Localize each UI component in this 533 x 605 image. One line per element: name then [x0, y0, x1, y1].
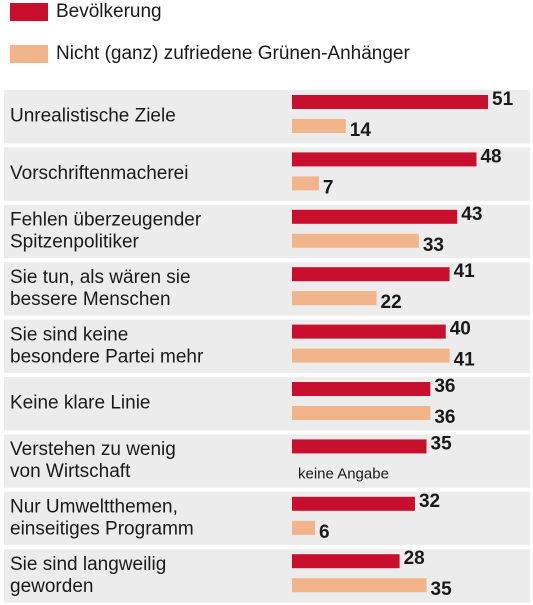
bar [292, 439, 427, 454]
value-label: 41 [454, 261, 476, 282]
bar [292, 233, 419, 248]
category-label: Verstehen zu wenig von Wirtschaft [10, 439, 176, 482]
legend-label: Nicht (ganz) zufriedene Grünen-Anhänger [56, 43, 410, 64]
value-label: 48 [480, 146, 501, 167]
legend-swatch [10, 45, 48, 63]
row-band [4, 549, 530, 603]
value-label: 40 [450, 319, 471, 340]
category-label: Keine klare Linie [10, 393, 150, 414]
bar [292, 496, 415, 511]
category-label: Nur Umweltthemen, einseitiges Programm [10, 497, 194, 540]
bar [292, 267, 450, 282]
value-label: 36 [434, 407, 455, 428]
bar [292, 348, 450, 363]
bar [292, 578, 427, 593]
bar [292, 95, 488, 109]
bar [292, 119, 346, 133]
row-band [4, 491, 530, 546]
bar [292, 554, 400, 569]
bar [292, 520, 316, 535]
value-label: 35 [431, 433, 453, 454]
category-label: Fehlen überzeugender Spitzenpolitiker [10, 210, 202, 253]
row-band [4, 434, 530, 488]
category-label: Unrealistische Ziele [10, 106, 176, 127]
value-label: 43 [461, 204, 482, 225]
category-label: Sie sind keine besondere Partei mehr [10, 324, 204, 367]
category-label: Sie sind langweilig geworden [10, 554, 166, 597]
bar [292, 209, 458, 224]
value-label: 14 [350, 120, 372, 141]
value-label: keine Angabe [298, 465, 389, 482]
category-label: Vorschriftenmacherei [10, 163, 188, 184]
legend-swatch [10, 3, 48, 21]
row-band [4, 377, 530, 431]
legend-label: Bevölkerung [56, 1, 162, 22]
value-label: 22 [381, 292, 402, 313]
bar [292, 406, 431, 420]
value-label: 51 [492, 89, 514, 110]
value-label: 36 [434, 376, 455, 397]
value-label: 6 [319, 522, 330, 543]
value-label: 28 [404, 548, 425, 569]
category-label: Sie tun, als wären sie bessere Menschen [10, 267, 191, 310]
bar [292, 324, 446, 339]
bar [292, 152, 477, 167]
bar [292, 291, 377, 306]
value-label: 41 [454, 350, 476, 371]
value-label: 7 [323, 177, 334, 198]
value-label: 33 [423, 235, 444, 256]
bar [292, 382, 431, 396]
bar [292, 176, 319, 191]
value-label: 32 [419, 491, 440, 512]
value-label: 35 [431, 579, 453, 600]
